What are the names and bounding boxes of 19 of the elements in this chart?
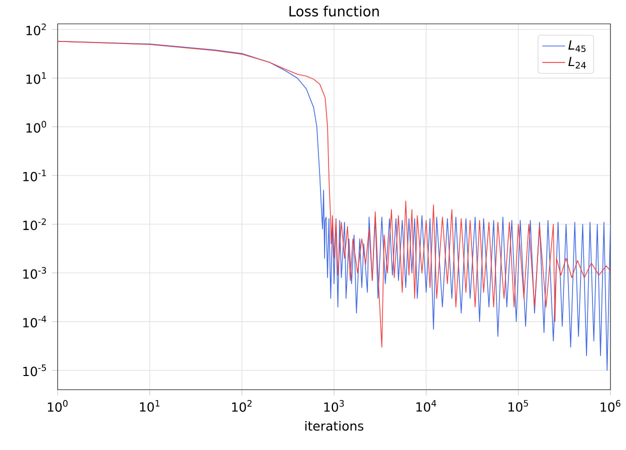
legend-label: L$_{45}$ [568,40,586,52]
x-tick-label: 10$^{3}$ [324,400,344,412]
x-tick-label: 10$^{0}$ [48,400,68,412]
y-tick-label: 10$^{1}$ [26,72,46,84]
y-tick-label: 10$^{-5}$ [23,364,46,376]
legend-label: L$_{24}$ [568,56,586,68]
x-tick-label: 10$^{6}$ [600,400,620,412]
chart-title: Loss function [290,6,379,16]
x-tick-label: 10$^{4}$ [416,400,436,412]
y-tick-label: 10$^{0}$ [26,120,46,133]
y-tick-label: 10$^{-4}$ [23,316,46,328]
y-tick-label: 10$^{2}$ [26,23,46,36]
y-tick-label: 10$^{-1}$ [23,170,46,182]
x-tick-label: 10$^{2}$ [232,400,252,412]
x-tick-label: 10$^{1}$ [140,400,160,412]
x-axis-title: iterations [305,420,364,431]
y-tick-label: 10$^{-3}$ [23,266,46,279]
y-tick-label: 10$^{-2}$ [23,218,46,230]
x-tick-label: 10$^{5}$ [508,400,528,412]
